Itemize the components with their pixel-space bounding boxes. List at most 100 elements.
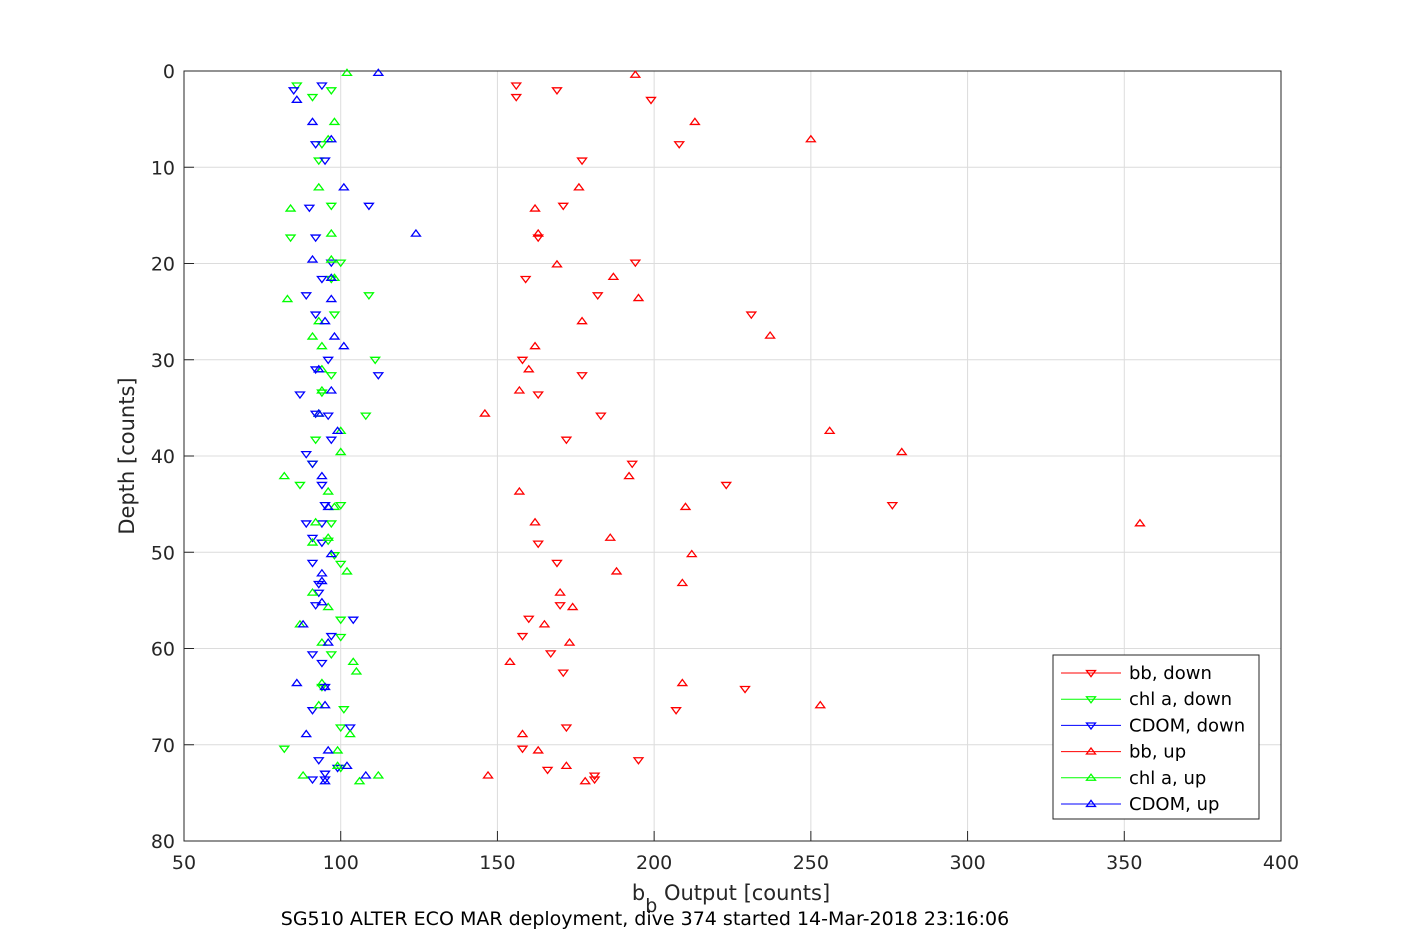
data-point [312, 316, 325, 325]
data-point [319, 770, 331, 779]
data-point [294, 481, 306, 490]
data-point [284, 234, 297, 243]
data-point [595, 412, 607, 421]
data-point [532, 228, 544, 237]
data-point [805, 134, 817, 143]
data-point [303, 204, 316, 213]
data-point [676, 578, 689, 587]
data-point [309, 517, 322, 526]
data-point [359, 770, 372, 779]
data-point [284, 203, 297, 212]
data-point [563, 637, 576, 646]
x-tick-label: 350 [1106, 852, 1142, 874]
data-point [347, 657, 360, 666]
data-point [331, 745, 344, 754]
data-point [573, 182, 585, 191]
legend-label: bb, up [1129, 742, 1186, 763]
data-point [316, 481, 328, 490]
data-point [322, 502, 334, 511]
data-point [325, 259, 338, 268]
data-point [516, 632, 529, 641]
data-point [516, 729, 529, 738]
data-point [312, 182, 325, 191]
data-point [338, 706, 350, 714]
data-point [306, 117, 319, 126]
data-point [309, 141, 322, 149]
data-point [350, 666, 363, 675]
data-point [334, 259, 347, 268]
y-tick-label: 30 [151, 350, 175, 372]
data-point [316, 568, 328, 577]
data-point [554, 587, 566, 596]
data-point [316, 659, 328, 668]
data-point [319, 316, 331, 325]
data-point [334, 447, 347, 456]
data-point [560, 436, 573, 445]
data-point [532, 234, 544, 243]
data-point [294, 391, 306, 400]
data-point [325, 549, 338, 558]
data-point [557, 669, 570, 678]
data-point [306, 707, 319, 715]
data-point [316, 275, 328, 284]
data-point [482, 770, 494, 779]
x-axis-label-subscript: b [645, 895, 657, 917]
data-point [673, 141, 686, 149]
data-point [532, 745, 544, 754]
data-point [319, 682, 331, 691]
legend-marker [1085, 669, 1097, 678]
y-tick-label: 20 [151, 254, 175, 276]
data-point [325, 273, 338, 282]
y-tick-label: 0 [163, 61, 175, 83]
data-point [557, 202, 570, 211]
data-point [312, 157, 325, 166]
data-point [554, 602, 566, 610]
data-point [551, 87, 563, 95]
data-point [312, 700, 325, 709]
data-point [319, 157, 331, 166]
axis-ticks: 50 100 150 200 250 300 350 400 0 10 20 30 40 50 60 70 80 [151, 61, 1299, 874]
data-point [504, 657, 516, 666]
data-point [316, 539, 328, 548]
legend-label: CDOM, down [1129, 715, 1245, 736]
data-point [513, 385, 526, 394]
data-point [325, 134, 338, 143]
data-point [334, 724, 347, 733]
data-point [306, 537, 319, 546]
data-point [309, 436, 322, 445]
data-point [306, 559, 319, 568]
data-point [532, 391, 544, 400]
data-point [544, 650, 557, 659]
data-point [306, 587, 319, 596]
data-point [372, 770, 385, 779]
data-point [325, 275, 338, 284]
legend-label: bb, down [1129, 663, 1212, 684]
data-point [344, 729, 356, 738]
data-point [479, 408, 491, 417]
x-tick-label: 300 [949, 852, 985, 874]
legend: bb, down chl a, down CDOM, down bb, up chl a… [1052, 654, 1260, 820]
data-point [328, 552, 341, 560]
data-point [338, 341, 350, 350]
data-point [297, 619, 309, 628]
data-point [312, 757, 325, 765]
x-tick-label: 250 [793, 852, 829, 874]
y-tick-label: 60 [151, 639, 175, 661]
data-point [689, 117, 701, 126]
data-point [629, 70, 642, 78]
data-point [325, 520, 338, 529]
data-point [306, 93, 319, 102]
data-point [281, 294, 294, 303]
data-point [306, 651, 319, 660]
data-point [328, 117, 341, 126]
data-point [316, 678, 328, 687]
data-point [522, 364, 535, 373]
data-point [895, 447, 908, 456]
data-point [309, 410, 322, 419]
y-tick-label: 10 [151, 157, 175, 179]
data-point [325, 651, 338, 660]
data-point [739, 685, 751, 694]
data-point [306, 776, 319, 785]
legend-box [1052, 654, 1260, 820]
